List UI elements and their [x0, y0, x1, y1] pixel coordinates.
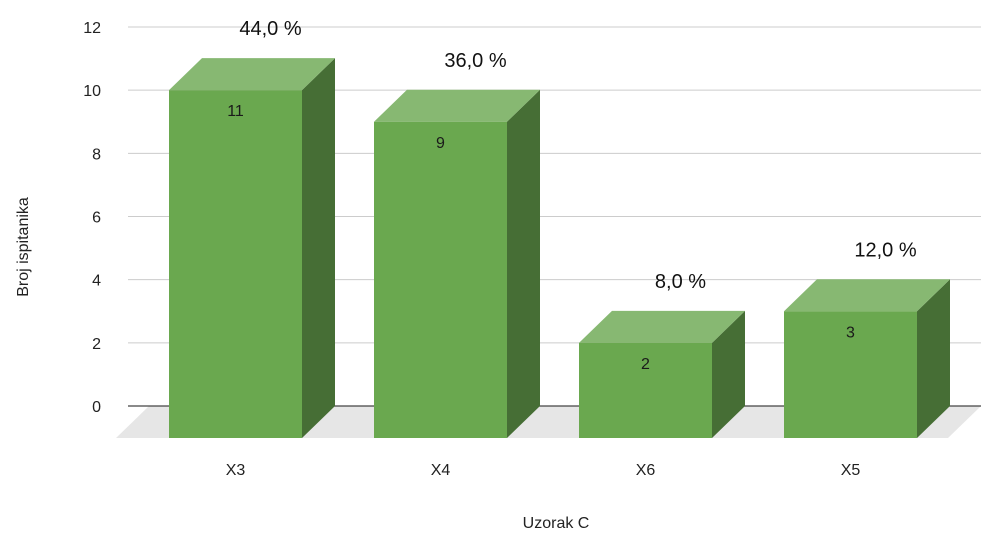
bar-side: [712, 310, 745, 438]
bar-top: [784, 279, 950, 312]
y-axis-title: Broj ispitanika: [15, 197, 32, 297]
y-axis-ticks: 0 2 4 6 8 10 12: [83, 20, 101, 416]
bar-side: [917, 279, 950, 438]
bar-value-label: 3: [846, 324, 855, 341]
x-tick-label: X6: [636, 462, 656, 479]
bar-group: 2 8,0 %: [579, 271, 745, 438]
bar: [374, 121, 507, 438]
bar-group: 9 36,0 %: [374, 50, 540, 438]
x-axis-ticks: X3 X4 X6 X5: [226, 462, 861, 479]
x-tick-label: X3: [226, 462, 246, 479]
bar-value-label: 11: [227, 103, 244, 120]
bar-top: [169, 58, 335, 91]
bar-side: [507, 89, 540, 438]
y-tick-label: 0: [92, 399, 101, 416]
y-tick-label: 10: [83, 83, 101, 100]
bar-group: 11 44,0 %: [169, 18, 335, 439]
x-axis-title: Uzorak C: [523, 515, 590, 532]
bar-value-label: 9: [436, 135, 445, 152]
bar-group: 3 12,0 %: [784, 239, 950, 438]
y-tick-label: 12: [83, 20, 101, 37]
bar-value-label: 2: [641, 356, 650, 373]
bar-percent-label: 44,0 %: [239, 18, 301, 40]
x-tick-label: X4: [431, 462, 451, 479]
bar-top: [374, 89, 540, 122]
bar-top: [579, 310, 745, 343]
bar-percent-label: 36,0 %: [444, 50, 506, 72]
y-tick-label: 2: [92, 336, 101, 353]
bars: 11 44,0 % 9 36,0 % 2 8,0 % 3 12,0 %: [169, 18, 950, 439]
y-tick-label: 8: [92, 146, 101, 163]
x-tick-label: X5: [841, 462, 861, 479]
chart-floor: [116, 406, 981, 438]
bar-side: [302, 58, 335, 439]
bar: [579, 342, 712, 438]
y-tick-label: 6: [92, 210, 101, 227]
bar-percent-label: 12,0 %: [854, 239, 916, 261]
bar-percent-label: 8,0 %: [655, 271, 706, 293]
bar: [784, 311, 917, 438]
y-tick-label: 4: [92, 273, 101, 290]
bar: [169, 90, 302, 439]
